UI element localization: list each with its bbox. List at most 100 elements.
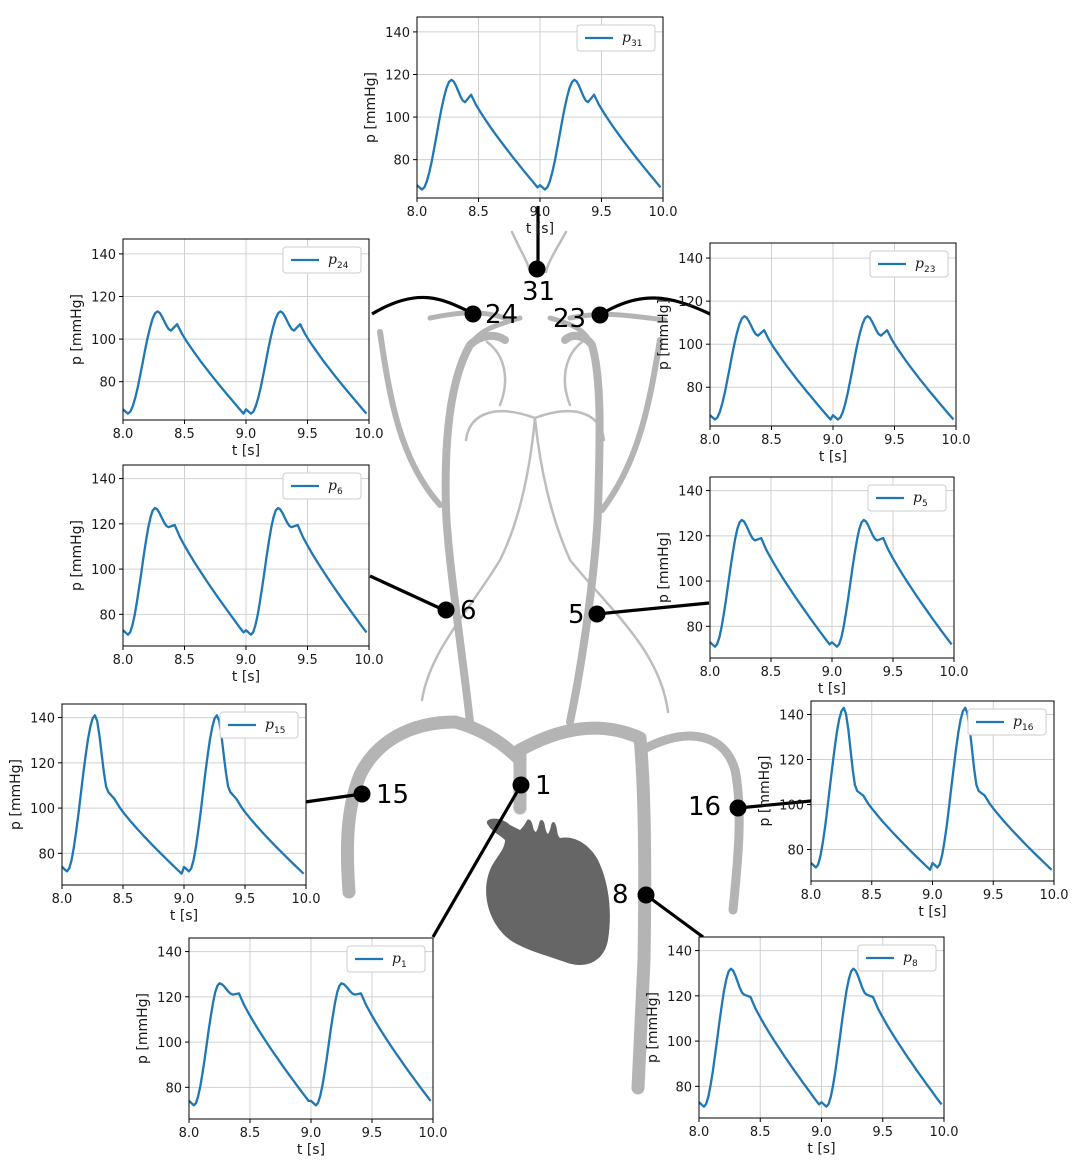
legend-p16: p16	[967, 708, 1047, 736]
x-axis-label: t [s]	[819, 449, 847, 465]
plot-frame	[122, 238, 370, 421]
carotid-arteries	[441, 331, 604, 726]
x-tick-label: 9.0	[301, 1126, 322, 1141]
x-tick-label: 9.0	[811, 1125, 832, 1140]
legend-p8: p8	[857, 944, 937, 972]
legend-label: p16	[1013, 714, 1034, 733]
x-tick-label: 9.0	[530, 205, 551, 220]
legend-label-main: p	[622, 30, 631, 46]
y-axis-label: p [mmHg]	[135, 993, 151, 1064]
heart	[486, 818, 610, 966]
legend-label-main: p	[915, 256, 924, 272]
pressure-charts: 8.0 8.5 9.0 9.5 10.0 80 100 120 140 t [s] p [mmHg]…	[8, 16, 1068, 1158]
y-tick-label: 100	[678, 338, 703, 353]
legend-box	[282, 246, 362, 274]
measurement-nodes: 31 24 23 6 5 15 1 16 8	[353, 260, 747, 910]
legend-p6: p6	[282, 472, 362, 500]
y-tick-label: 100	[385, 111, 410, 126]
legend-label-main: p	[265, 717, 274, 733]
x-axis-label: t [s]	[232, 443, 260, 459]
y-tick-label: 100	[91, 333, 116, 348]
y-tick-label: 140	[779, 709, 804, 724]
plot-frame	[416, 16, 664, 199]
legend-label: p15	[265, 717, 285, 736]
x-tick-label: 8.5	[861, 888, 882, 903]
left-subclavian	[641, 731, 744, 915]
x-tick-label: 8.0	[700, 433, 721, 448]
node-marker-23	[591, 306, 609, 324]
y-tick-label: 140	[667, 945, 692, 960]
legend-label-sub: 6	[337, 487, 343, 497]
legend-box	[346, 945, 426, 973]
x-tick-label: 9.5	[983, 888, 1004, 903]
series-line-p15	[61, 714, 305, 875]
x-tick-label: 8.5	[240, 1126, 261, 1141]
y-tick-label: 140	[157, 946, 182, 961]
x-tick-label: 9.0	[822, 665, 843, 680]
legend-p24: p24	[282, 246, 362, 274]
legend-label-main: p	[913, 490, 922, 506]
legend-box	[219, 711, 299, 739]
x-tick-label: 9.5	[235, 892, 256, 907]
y-tick-label: 120	[678, 530, 703, 545]
series-line-p23	[709, 315, 955, 421]
y-axis-label: p [mmHg]	[363, 72, 379, 143]
chart-p8: 8.0 8.5 9.0 9.5 10.0 80 100 120 140 t [s] p [mmHg]…	[645, 936, 958, 1157]
x-tick-label: 8.5	[761, 433, 782, 448]
x-tick-label: 8.5	[468, 205, 489, 220]
x-tick-label: 9.0	[174, 892, 195, 907]
chart-p16: 8.0 8.5 9.0 9.5 10.0 80 100 120 140 t [s] p [mmHg]…	[757, 700, 1068, 920]
series-line-p24	[122, 310, 368, 415]
x-tick-label: 9.0	[823, 433, 844, 448]
arterial-tree	[340, 230, 744, 1095]
chart-p1: 8.0 8.5 9.0 9.5 10.0 80 100 120 140 t [s] p [mmHg]…	[135, 937, 448, 1158]
y-tick-label: 100	[779, 799, 804, 814]
legend-label: p6	[328, 478, 343, 497]
legend-label: p5	[913, 490, 928, 509]
y-tick-label: 80	[393, 154, 410, 169]
connector-15	[304, 792, 363, 804]
x-tick-label: 10.0	[940, 665, 969, 680]
connector-5	[596, 601, 710, 616]
legend-p1: p1	[346, 945, 426, 973]
x-tick-label: 10.0	[649, 205, 678, 220]
connector-6	[369, 574, 447, 613]
x-tick-label: 9.5	[884, 433, 905, 448]
chart-p5: 8.0 8.5 9.0 9.5 10.0 80 100 120 140 t [s] p [mmHg]…	[656, 476, 969, 697]
series-line-p1	[188, 982, 432, 1107]
legend-label-sub: 5	[922, 499, 928, 509]
legend-box	[282, 472, 362, 500]
y-tick-label: 140	[91, 248, 116, 263]
y-axis-label: p [mmHg]	[645, 992, 661, 1063]
x-tick-label: 10.0	[419, 1126, 448, 1141]
x-tick-label: 9.5	[362, 1126, 383, 1141]
x-tick-label: 8.5	[761, 665, 782, 680]
legend-box	[967, 708, 1047, 736]
legend-p15: p15	[219, 711, 299, 739]
y-axis-label: p [mmHg]	[656, 532, 672, 603]
plot-frame	[122, 464, 370, 647]
chart-p31: 8.0 8.5 9.0 9.5 10.0 80 100 120 140 t [s] p [mmHg]…	[363, 16, 678, 237]
y-tick-label: 140	[385, 26, 410, 41]
legend-label: p24	[328, 252, 349, 271]
plot-frame	[810, 700, 1055, 882]
legend-label: p23	[915, 256, 935, 275]
y-tick-label: 120	[91, 290, 116, 305]
x-tick-label: 8.5	[174, 653, 195, 668]
y-tick-label: 80	[99, 608, 116, 623]
x-tick-label: 9.5	[872, 1125, 893, 1140]
y-tick-label: 120	[30, 757, 55, 772]
x-tick-label: 9.5	[297, 427, 318, 442]
x-tick-label: 10.0	[355, 653, 384, 668]
node-label-6: 6	[460, 596, 477, 626]
series-line-p31	[416, 78, 662, 191]
node-label-5: 5	[568, 600, 585, 630]
node-label-8: 8	[612, 880, 629, 910]
y-tick-label: 120	[779, 754, 804, 769]
node-marker-1	[512, 776, 530, 794]
y-tick-label: 100	[157, 1036, 182, 1051]
node-marker-8	[637, 886, 655, 904]
legend-label-main: p	[328, 478, 337, 494]
connector-16	[737, 799, 812, 810]
